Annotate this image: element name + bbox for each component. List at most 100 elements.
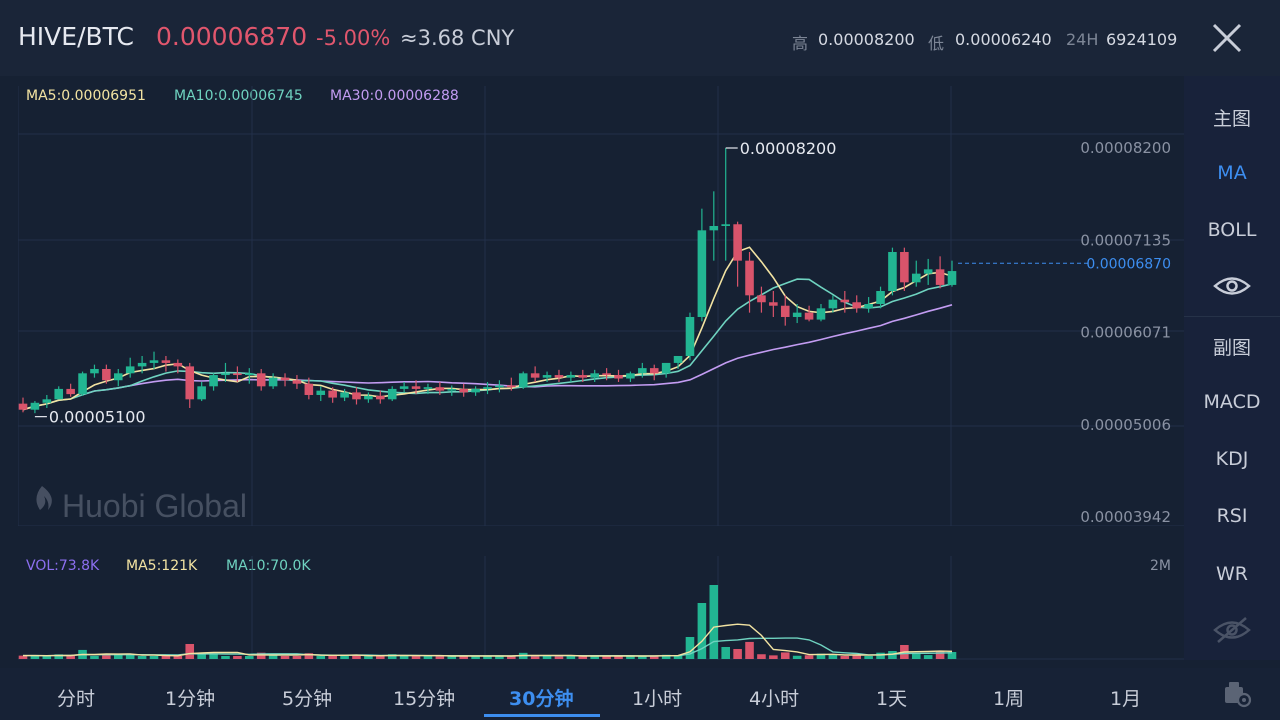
low-label: 低	[928, 34, 945, 53]
sidebar-item-wr[interactable]: WR	[1216, 563, 1248, 585]
price-axis: 0.00008200 0.00007135 0.00006071 0.00005006…	[1080, 139, 1171, 526]
volume-bar	[769, 655, 778, 659]
chart-grid	[18, 86, 1184, 526]
timeframe-15min[interactable]: 15分钟	[393, 688, 456, 710]
volume-bar	[697, 603, 707, 659]
candle	[137, 355, 147, 374]
pair-name[interactable]: HIVE/BTC	[18, 22, 134, 51]
volume-ma10-line	[23, 637, 953, 657]
candle	[459, 383, 468, 397]
timeframe-1hour[interactable]: 1小时	[632, 688, 683, 710]
price-change: -5.00%	[316, 26, 391, 50]
candle	[90, 364, 99, 378]
candle-body	[578, 375, 588, 378]
candle	[935, 256, 945, 289]
volume-bar	[792, 655, 802, 659]
volume-bar	[209, 653, 218, 659]
candle-body	[602, 373, 611, 376]
volume-24h-label: 24H	[1066, 30, 1099, 49]
candle-body	[137, 362, 147, 367]
candle	[888, 247, 897, 296]
volume-ma-lines	[23, 623, 953, 657]
candle	[399, 381, 409, 393]
candle-body	[911, 273, 921, 283]
candle-body	[173, 362, 183, 367]
candle	[852, 295, 862, 313]
candle	[685, 312, 695, 361]
candle-body	[804, 312, 814, 320]
close-button[interactable]	[1206, 20, 1248, 58]
candle	[304, 377, 314, 400]
candle-body	[78, 373, 87, 395]
price-axis-label: 0.00007135	[1080, 231, 1171, 249]
candle	[233, 366, 242, 382]
candle	[447, 385, 457, 396]
volume-chart[interactable]	[18, 556, 1184, 660]
volume-bar	[364, 656, 373, 659]
candle-body	[221, 373, 230, 376]
candle	[745, 251, 754, 313]
timeframe-1min[interactable]: 1分钟	[165, 688, 216, 710]
price-axis-label: 0.00003942	[1080, 508, 1171, 526]
timeframe-line[interactable]: 分时	[57, 688, 96, 710]
timeframe-1week[interactable]: 1周	[993, 688, 1025, 710]
volume-bar	[435, 656, 445, 659]
sidebar-item-sub-chart[interactable]: 副图	[1212, 337, 1251, 359]
candle	[245, 368, 254, 384]
eye-off-icon	[1213, 617, 1251, 643]
high-value: 0.00008200	[818, 30, 915, 49]
volume-bar	[399, 656, 409, 659]
timeframe-1month[interactable]: 1月	[1110, 688, 1142, 710]
candle-body	[292, 380, 302, 384]
candle-body	[757, 295, 766, 303]
legend-vol-ma10: MA10:70.0K	[226, 558, 311, 574]
candle	[256, 368, 266, 391]
candlestick-chart[interactable]: Huobi Global 0.00008200 0.00007135 0.00006…	[18, 86, 1184, 526]
toggle-sub-indicator-visibility[interactable]	[1184, 616, 1280, 649]
sidebar-item-boll[interactable]: BOLL	[1207, 219, 1257, 241]
candle-body	[90, 368, 99, 374]
watermark: Huobi Global	[36, 486, 247, 524]
volume-bar	[923, 655, 933, 659]
volume-bar	[935, 650, 945, 659]
sidebar-item-kdj[interactable]: KDJ	[1215, 448, 1249, 470]
volume-bar	[42, 656, 52, 659]
volume-bar	[780, 652, 790, 659]
timeframe-4hour[interactable]: 4小时	[749, 688, 800, 710]
sidebar-item-rsi[interactable]: RSI	[1216, 505, 1248, 527]
toggle-main-indicator-visibility[interactable]	[1184, 272, 1280, 305]
candle-body	[888, 251, 897, 291]
candle-body	[149, 360, 159, 363]
candle-body	[18, 403, 28, 410]
volume-bar	[376, 656, 385, 659]
candle	[435, 381, 445, 395]
volume-bar	[423, 656, 433, 659]
timeframe-1day[interactable]: 1天	[876, 688, 908, 710]
volume-bar	[745, 641, 754, 659]
candle	[316, 386, 326, 402]
sidebar-item-macd[interactable]: MACD	[1203, 391, 1261, 413]
candle	[280, 373, 290, 387]
sidebar-item-main-chart[interactable]: 主图	[1212, 108, 1251, 130]
volume-bar	[614, 656, 623, 659]
chart-settings-button[interactable]	[1222, 678, 1252, 708]
legend-vol-ma5: MA5:121K	[126, 558, 198, 574]
candle	[185, 362, 195, 408]
candle	[840, 290, 850, 313]
candle-body	[923, 269, 933, 274]
candle	[149, 351, 159, 369]
candle	[780, 295, 790, 326]
candle	[518, 371, 528, 389]
volume-bar	[125, 654, 135, 659]
volume-bar	[221, 656, 230, 659]
volume-bar	[173, 656, 183, 659]
eye-icon	[1213, 277, 1251, 295]
candle-body	[590, 373, 599, 378]
candle-body	[459, 388, 468, 393]
candle-body	[197, 386, 206, 400]
candle-body	[840, 299, 850, 303]
timeframe-5min[interactable]: 5分钟	[282, 688, 333, 710]
sidebar-item-ma[interactable]: MA	[1217, 162, 1247, 184]
timeframe-30min[interactable]: 30分钟	[509, 688, 574, 710]
candle-body	[233, 373, 242, 376]
